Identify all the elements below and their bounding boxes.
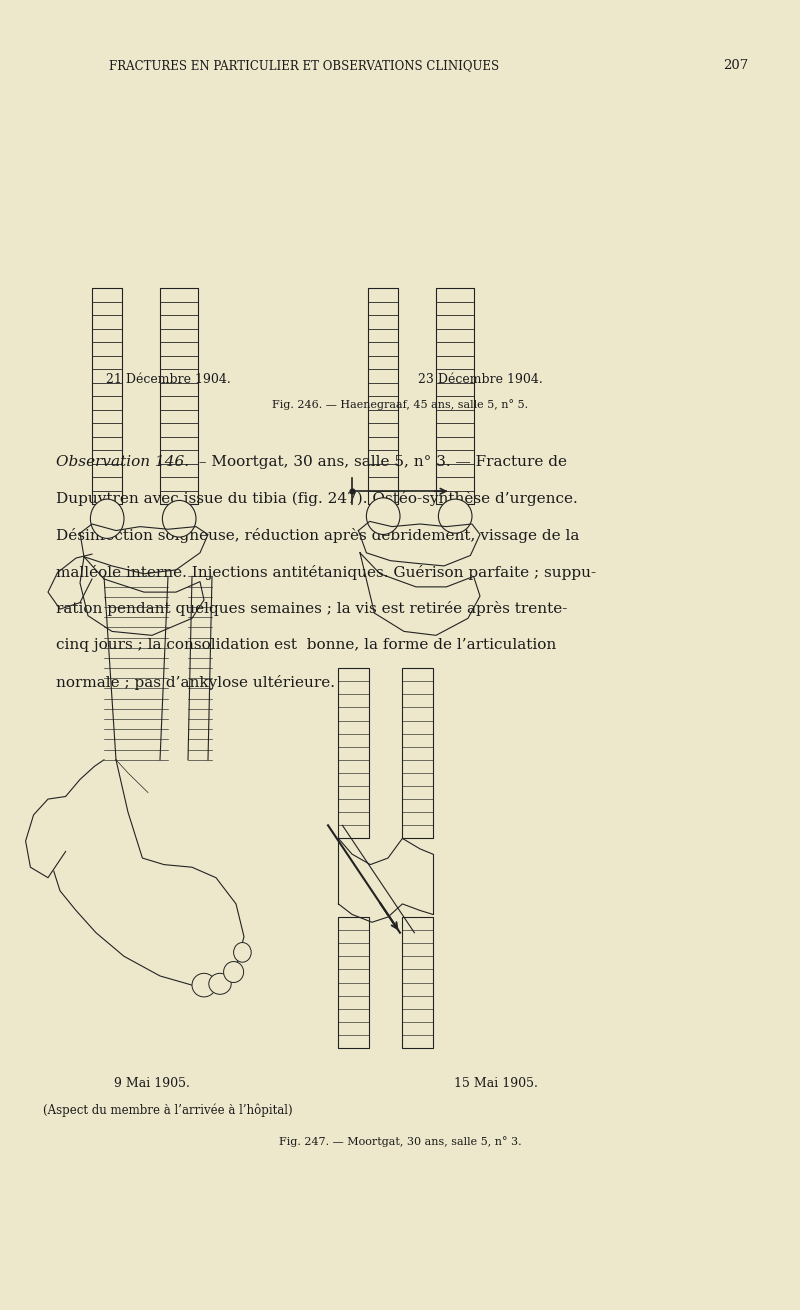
Text: – Moortgat, 30 ans, salle 5, n° 3. — Fracture de: – Moortgat, 30 ans, salle 5, n° 3. — Fra… — [194, 455, 566, 469]
Text: 9 Mai 1905.: 9 Mai 1905. — [114, 1077, 190, 1090]
Ellipse shape — [209, 973, 231, 994]
Bar — [368, 288, 398, 504]
Bar — [160, 288, 198, 504]
Bar — [402, 917, 433, 1048]
Ellipse shape — [366, 498, 400, 534]
Ellipse shape — [224, 962, 244, 982]
Text: Fig. 246. — Haenegraaf, 45 ans, salle 5, n° 5.: Fig. 246. — Haenegraaf, 45 ans, salle 5,… — [272, 400, 528, 410]
Bar — [436, 288, 474, 504]
Text: Observation 146.: Observation 146. — [56, 455, 189, 469]
Ellipse shape — [234, 943, 251, 962]
Text: 15 Mai 1905.: 15 Mai 1905. — [454, 1077, 538, 1090]
Ellipse shape — [90, 499, 124, 538]
Text: 21 Décembre 1904.: 21 Décembre 1904. — [106, 373, 230, 386]
Bar — [338, 917, 369, 1048]
Text: 23 Décembre 1904.: 23 Décembre 1904. — [418, 373, 542, 386]
Text: (Aspect du membre à l’arrivée à l’hôpital): (Aspect du membre à l’arrivée à l’hôpita… — [43, 1103, 293, 1116]
Text: cinq jours ; la consolidation est  bonne, la forme de l’articulation: cinq jours ; la consolidation est bonne,… — [56, 638, 556, 652]
Ellipse shape — [438, 499, 472, 533]
Polygon shape — [26, 796, 66, 878]
Ellipse shape — [192, 973, 216, 997]
Bar — [402, 668, 433, 838]
Ellipse shape — [162, 500, 196, 537]
Text: ration pendant quelques semaines ; la vis est retirée après trente-: ration pendant quelques semaines ; la vi… — [56, 601, 567, 616]
Text: FRACTURES EN PARTICULIER ET OBSERVATIONS CLINIQUES: FRACTURES EN PARTICULIER ET OBSERVATIONS… — [109, 59, 499, 72]
Text: malléole interne. Injections antitétaniques. Guérison parfaite ; suppu-: malléole interne. Injections antitétaniq… — [56, 565, 596, 579]
Text: Fig. 247. — Moortgat, 30 ans, salle 5, n° 3.: Fig. 247. — Moortgat, 30 ans, salle 5, n… — [278, 1136, 522, 1146]
Text: 207: 207 — [723, 59, 749, 72]
Text: Dupuytren avec issue du tibia (fig. 247). Ostéo-synthèse d’urgence.: Dupuytren avec issue du tibia (fig. 247)… — [56, 491, 578, 506]
Bar — [92, 288, 122, 504]
Text: Désinfection soigneuse, réduction après débridement, vissage de la: Désinfection soigneuse, réduction après … — [56, 528, 579, 542]
Bar — [338, 668, 369, 838]
Text: normale ; pas d’ankylose ultérieure.: normale ; pas d’ankylose ultérieure. — [56, 675, 335, 689]
